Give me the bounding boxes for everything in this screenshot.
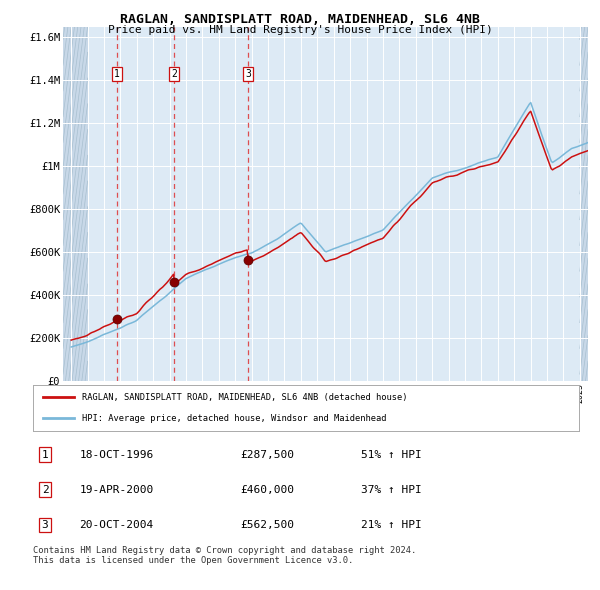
Text: Contains HM Land Registry data © Crown copyright and database right 2024.
This d: Contains HM Land Registry data © Crown c… (33, 546, 416, 565)
Text: 1: 1 (41, 450, 49, 460)
Text: 18-OCT-1996: 18-OCT-1996 (79, 450, 154, 460)
Text: 1: 1 (114, 70, 120, 79)
FancyBboxPatch shape (63, 27, 88, 381)
Text: 19-APR-2000: 19-APR-2000 (79, 485, 154, 495)
Text: 20-OCT-2004: 20-OCT-2004 (79, 520, 154, 530)
Text: 3: 3 (245, 70, 251, 79)
Text: RAGLAN, SANDISPLATT ROAD, MAIDENHEAD, SL6 4NB: RAGLAN, SANDISPLATT ROAD, MAIDENHEAD, SL… (120, 13, 480, 26)
FancyBboxPatch shape (580, 27, 588, 381)
Text: £460,000: £460,000 (241, 485, 295, 495)
Text: 2: 2 (41, 485, 49, 495)
Text: 21% ↑ HPI: 21% ↑ HPI (361, 520, 421, 530)
Text: £562,500: £562,500 (241, 520, 295, 530)
Text: RAGLAN, SANDISPLATT ROAD, MAIDENHEAD, SL6 4NB (detached house): RAGLAN, SANDISPLATT ROAD, MAIDENHEAD, SL… (82, 392, 407, 402)
Text: 51% ↑ HPI: 51% ↑ HPI (361, 450, 421, 460)
Text: HPI: Average price, detached house, Windsor and Maidenhead: HPI: Average price, detached house, Wind… (82, 414, 386, 423)
Text: Price paid vs. HM Land Registry's House Price Index (HPI): Price paid vs. HM Land Registry's House … (107, 25, 493, 35)
Text: 37% ↑ HPI: 37% ↑ HPI (361, 485, 421, 495)
Text: 2: 2 (172, 70, 178, 79)
Text: 3: 3 (41, 520, 49, 530)
Text: £287,500: £287,500 (241, 450, 295, 460)
